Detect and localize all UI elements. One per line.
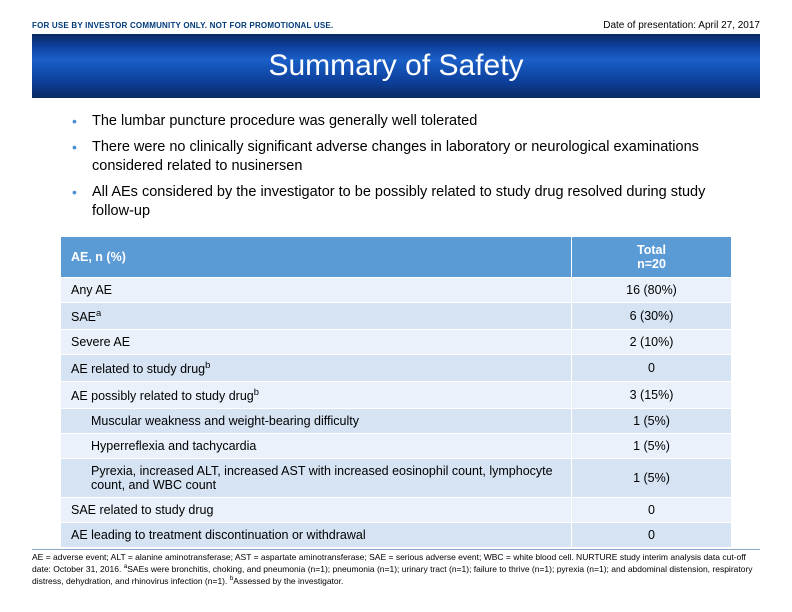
disclaimer-text: FOR USE BY INVESTOR COMMUNITY ONLY. NOT … (32, 21, 333, 30)
ae-value: 3 (15%) (572, 382, 732, 409)
footnote-text: AE = adverse event; ALT = alanine aminot… (32, 552, 760, 586)
ae-label: AE possibly related to study drugb (61, 382, 572, 409)
ae-value: 0 (572, 523, 732, 548)
bullet-item: The lumbar puncture procedure was genera… (60, 112, 732, 132)
ae-label: AE leading to treatment discontinuation … (61, 523, 572, 548)
table-row: Any AE16 (80%) (61, 277, 732, 302)
col-header-total: Totaln=20 (572, 236, 732, 277)
content-area: The lumbar puncture procedure was genera… (60, 112, 732, 548)
table-row: Severe AE2 (10%) (61, 329, 732, 354)
ae-value: 1 (5%) (572, 459, 732, 498)
table-row: SAE related to study drug0 (61, 498, 732, 523)
ae-label: Pyrexia, increased ALT, increased AST wi… (61, 459, 572, 498)
ae-value: 0 (572, 498, 732, 523)
table-header-row: AE, n (%) Totaln=20 (61, 236, 732, 277)
ae-label: AE related to study drugb (61, 354, 572, 381)
ae-label: Hyperreflexia and tachycardia (61, 434, 572, 459)
bullet-item: All AEs considered by the investigator t… (60, 183, 732, 222)
table-row: AE leading to treatment discontinuation … (61, 523, 732, 548)
table-row: AE related to study drugb0 (61, 354, 732, 381)
ae-label: Severe AE (61, 329, 572, 354)
presentation-date: Date of presentation: April 27, 2017 (603, 20, 760, 31)
ae-label: Any AE (61, 277, 572, 302)
ae-label: Muscular weakness and weight-bearing dif… (61, 409, 572, 434)
table-body: Any AE16 (80%)SAEa6 (30%)Severe AE2 (10%… (61, 277, 732, 547)
table-row: Pyrexia, increased ALT, increased AST wi… (61, 459, 732, 498)
ae-label: SAEa (61, 302, 572, 329)
ae-label: SAE related to study drug (61, 498, 572, 523)
ae-value: 6 (30%) (572, 302, 732, 329)
slide: { "header": { "disclaimer": "FOR USE BY … (0, 0, 792, 612)
ae-table: AE, n (%) Totaln=20 Any AE16 (80%)SAEa6 … (60, 236, 732, 548)
ae-value: 2 (10%) (572, 329, 732, 354)
bullet-item: There were no clinically significant adv… (60, 138, 732, 177)
table-row: AE possibly related to study drugb3 (15%… (61, 382, 732, 409)
table-row: Hyperreflexia and tachycardia1 (5%) (61, 434, 732, 459)
bullet-list: The lumbar puncture procedure was genera… (60, 112, 732, 222)
ae-value: 16 (80%) (572, 277, 732, 302)
col-header-ae: AE, n (%) (61, 236, 572, 277)
ae-value: 1 (5%) (572, 434, 732, 459)
footnote-separator (32, 549, 760, 550)
slide-title: Summary of Safety (268, 49, 523, 83)
table-row: SAEa6 (30%) (61, 302, 732, 329)
ae-value: 1 (5%) (572, 409, 732, 434)
top-bar: FOR USE BY INVESTOR COMMUNITY ONLY. NOT … (32, 18, 760, 32)
title-band: Summary of Safety (32, 34, 760, 98)
ae-value: 0 (572, 354, 732, 381)
table-row: Muscular weakness and weight-bearing dif… (61, 409, 732, 434)
